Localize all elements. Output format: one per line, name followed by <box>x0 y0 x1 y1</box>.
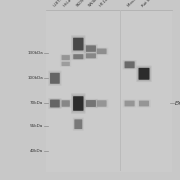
FancyBboxPatch shape <box>73 38 84 50</box>
FancyBboxPatch shape <box>95 47 109 55</box>
FancyBboxPatch shape <box>97 100 107 107</box>
FancyBboxPatch shape <box>71 53 85 60</box>
FancyBboxPatch shape <box>123 100 136 107</box>
FancyBboxPatch shape <box>137 67 151 81</box>
FancyBboxPatch shape <box>96 100 108 107</box>
FancyBboxPatch shape <box>84 52 98 59</box>
FancyBboxPatch shape <box>50 100 60 107</box>
FancyBboxPatch shape <box>71 35 86 53</box>
FancyBboxPatch shape <box>86 53 96 58</box>
Text: SW480: SW480 <box>88 0 101 8</box>
Text: U-87MG: U-87MG <box>52 0 66 8</box>
FancyBboxPatch shape <box>84 44 98 53</box>
FancyBboxPatch shape <box>60 54 71 61</box>
FancyBboxPatch shape <box>72 95 85 112</box>
FancyBboxPatch shape <box>85 99 97 108</box>
FancyBboxPatch shape <box>136 66 152 82</box>
Text: 100kDa: 100kDa <box>27 76 43 80</box>
FancyBboxPatch shape <box>71 93 86 114</box>
FancyBboxPatch shape <box>60 61 71 67</box>
FancyBboxPatch shape <box>73 117 84 131</box>
Text: HeLa: HeLa <box>63 0 73 8</box>
FancyBboxPatch shape <box>73 54 83 59</box>
FancyBboxPatch shape <box>74 119 82 129</box>
Text: 55kDa: 55kDa <box>30 124 43 128</box>
FancyBboxPatch shape <box>49 99 61 108</box>
FancyBboxPatch shape <box>49 72 61 85</box>
FancyBboxPatch shape <box>125 101 135 106</box>
FancyBboxPatch shape <box>61 61 71 67</box>
Text: EXT2: EXT2 <box>175 101 180 106</box>
FancyBboxPatch shape <box>61 100 71 107</box>
FancyBboxPatch shape <box>97 48 107 54</box>
FancyBboxPatch shape <box>73 118 83 130</box>
FancyBboxPatch shape <box>123 61 136 69</box>
FancyBboxPatch shape <box>61 55 71 61</box>
FancyBboxPatch shape <box>48 71 62 86</box>
FancyBboxPatch shape <box>137 100 151 107</box>
Bar <box>46 10 172 172</box>
FancyBboxPatch shape <box>95 99 109 108</box>
FancyBboxPatch shape <box>125 61 135 68</box>
FancyBboxPatch shape <box>139 101 149 106</box>
Text: HT-1080: HT-1080 <box>99 0 113 8</box>
FancyBboxPatch shape <box>72 36 85 52</box>
FancyBboxPatch shape <box>85 53 97 59</box>
FancyBboxPatch shape <box>86 45 96 52</box>
Text: Rat kidney: Rat kidney <box>141 0 159 8</box>
FancyBboxPatch shape <box>73 96 84 111</box>
Text: Mouse liver: Mouse liver <box>127 0 146 8</box>
FancyBboxPatch shape <box>62 55 70 60</box>
FancyBboxPatch shape <box>123 60 137 69</box>
FancyBboxPatch shape <box>50 73 60 84</box>
Text: 130kDa: 130kDa <box>27 51 43 55</box>
FancyBboxPatch shape <box>62 100 70 107</box>
FancyBboxPatch shape <box>96 48 108 55</box>
Text: 40kDa: 40kDa <box>30 149 43 153</box>
FancyBboxPatch shape <box>48 98 62 109</box>
FancyBboxPatch shape <box>85 45 97 53</box>
FancyBboxPatch shape <box>62 62 70 66</box>
FancyBboxPatch shape <box>123 100 137 107</box>
FancyBboxPatch shape <box>86 100 96 107</box>
FancyBboxPatch shape <box>60 99 71 108</box>
Text: SKOV3: SKOV3 <box>75 0 88 8</box>
Text: 70kDa: 70kDa <box>30 102 43 105</box>
FancyBboxPatch shape <box>138 100 150 107</box>
FancyBboxPatch shape <box>72 54 84 60</box>
FancyBboxPatch shape <box>139 68 150 80</box>
FancyBboxPatch shape <box>84 99 98 108</box>
